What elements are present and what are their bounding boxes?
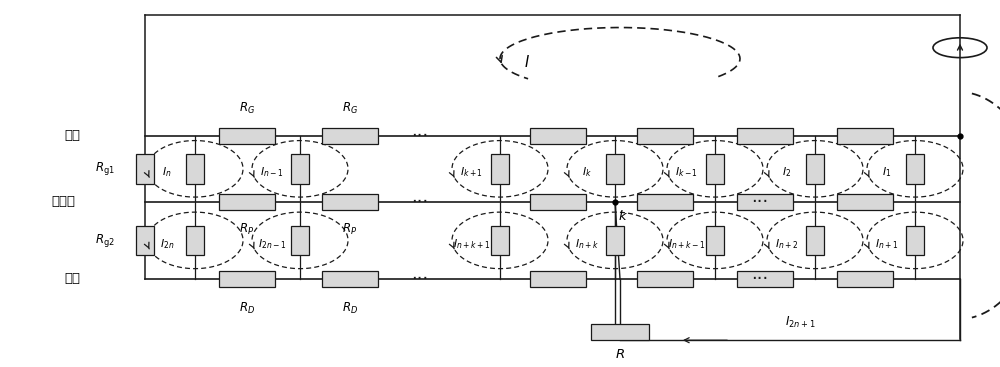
Bar [322, 194, 378, 210]
Text: $I_{n-1}$: $I_{n-1}$ [260, 166, 284, 179]
Bar [606, 154, 624, 184]
Bar [737, 271, 793, 287]
Text: $R$: $R$ [615, 348, 625, 361]
Bar [136, 226, 154, 255]
Bar [530, 128, 586, 144]
Bar [806, 154, 824, 184]
Bar [322, 271, 378, 287]
Text: $k$: $k$ [618, 209, 628, 223]
Text: 大地: 大地 [64, 272, 80, 286]
Text: ···: ··· [751, 270, 769, 288]
Text: $R_D$: $R_D$ [239, 301, 255, 316]
Bar [637, 194, 693, 210]
Bar [906, 226, 924, 255]
Text: $I_{2n+1}$: $I_{2n+1}$ [785, 315, 815, 330]
Bar [491, 154, 509, 184]
Bar [837, 128, 893, 144]
Text: $I_{n+k}$: $I_{n+k}$ [575, 237, 599, 251]
Bar [219, 271, 275, 287]
Text: $I_1$: $I_1$ [882, 166, 892, 179]
Text: $I_2$: $I_2$ [782, 166, 792, 179]
Text: $I$: $I$ [524, 54, 530, 70]
Text: 钢轨: 钢轨 [64, 129, 80, 142]
Text: $I_{2n}$: $I_{2n}$ [160, 237, 174, 251]
Bar [591, 324, 649, 340]
Bar [806, 226, 824, 255]
Bar [491, 226, 509, 255]
Bar [291, 154, 309, 184]
Text: ···: ··· [411, 127, 429, 145]
Text: $I_{n+2}$: $I_{n+2}$ [775, 237, 799, 251]
Bar [706, 154, 724, 184]
Text: $I_{2n-1}$: $I_{2n-1}$ [258, 237, 286, 251]
Bar [186, 226, 204, 255]
Bar [219, 194, 275, 210]
Text: $I_{k+1}$: $I_{k+1}$ [460, 166, 484, 179]
Bar [637, 271, 693, 287]
Text: $R_{\mathrm{g1}}$: $R_{\mathrm{g1}}$ [95, 160, 115, 177]
Text: ···: ··· [751, 193, 769, 211]
Text: $R_D$: $R_D$ [342, 301, 358, 316]
Bar [136, 154, 154, 184]
Text: $R_{\mathrm{g2}}$: $R_{\mathrm{g2}}$ [95, 232, 115, 249]
Bar [837, 194, 893, 210]
Bar [637, 128, 693, 144]
Text: $R_G$: $R_G$ [342, 101, 358, 116]
Bar [737, 128, 793, 144]
Text: $R_P$: $R_P$ [239, 222, 255, 237]
Text: $I_{n+k+1}$: $I_{n+k+1}$ [453, 237, 491, 251]
Text: ···: ··· [411, 270, 429, 288]
Bar [530, 271, 586, 287]
Text: 排流网: 排流网 [51, 195, 75, 208]
Bar [530, 194, 586, 210]
Text: $I_{n+1}$: $I_{n+1}$ [875, 237, 899, 251]
Text: $I_{k-1}$: $I_{k-1}$ [675, 166, 699, 179]
Bar [291, 226, 309, 255]
Bar [219, 128, 275, 144]
Text: ···: ··· [411, 193, 429, 211]
Text: $I_n$: $I_n$ [162, 166, 172, 179]
Bar [322, 128, 378, 144]
Bar [737, 194, 793, 210]
Bar [706, 226, 724, 255]
Bar [606, 226, 624, 255]
Text: $I_k$: $I_k$ [582, 166, 592, 179]
Text: $R_P$: $R_P$ [342, 222, 358, 237]
Bar [837, 271, 893, 287]
Text: $R_G$: $R_G$ [239, 101, 255, 116]
Bar [906, 154, 924, 184]
Text: $I_{n+k-1}$: $I_{n+k-1}$ [668, 237, 706, 251]
Bar [186, 154, 204, 184]
